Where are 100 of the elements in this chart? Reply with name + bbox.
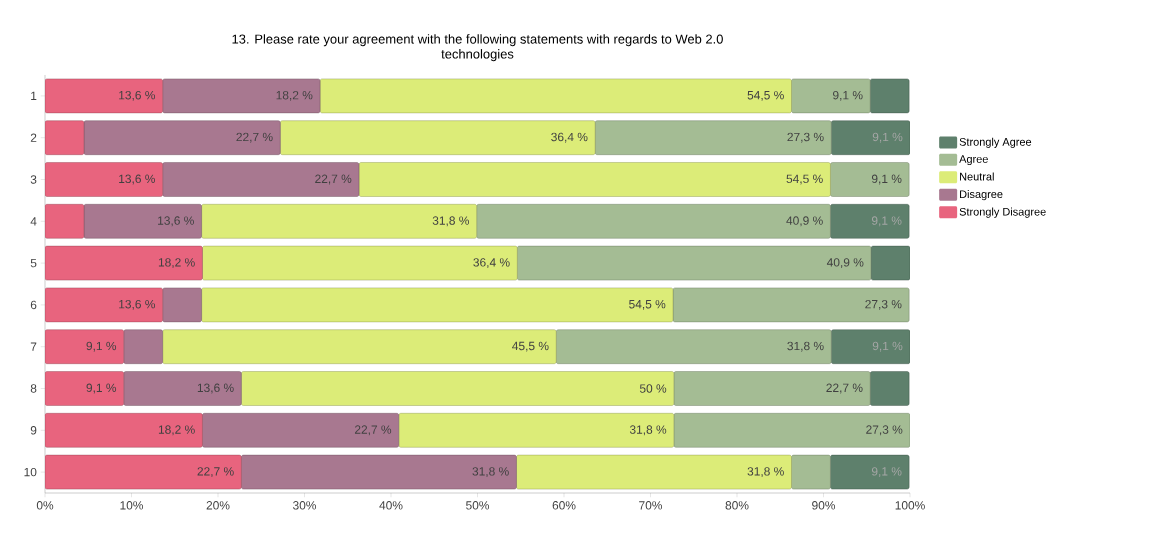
y-tick-label: 6 bbox=[30, 300, 37, 310]
bar bbox=[280, 120, 596, 155]
y-tick-label: 2 bbox=[30, 133, 37, 142]
data-label: 27,3 % bbox=[865, 299, 902, 310]
data-label: 13,6 % bbox=[119, 174, 155, 185]
bar bbox=[476, 204, 831, 239]
bar bbox=[830, 204, 910, 239]
x-tick-label: 20% bbox=[206, 501, 230, 510]
data-label: 31,8 % bbox=[787, 341, 824, 352]
bar bbox=[45, 245, 203, 281]
bar bbox=[202, 245, 518, 281]
bar bbox=[594, 120, 832, 155]
bar bbox=[398, 413, 675, 448]
data-label: 40,9 % bbox=[786, 216, 823, 227]
data-label: 31,8 % bbox=[629, 425, 667, 436]
bar bbox=[791, 78, 871, 114]
data-label: 54,5 % bbox=[747, 90, 784, 101]
bar bbox=[673, 413, 911, 448]
data-label: 54,5 % bbox=[786, 174, 823, 185]
data-label: 13,6 % bbox=[158, 216, 194, 227]
bar bbox=[830, 162, 910, 197]
bar bbox=[319, 78, 792, 114]
data-label: 18,2 % bbox=[158, 258, 195, 269]
data-label: 50 % bbox=[639, 384, 667, 393]
y-tick-label: 10 bbox=[24, 467, 37, 477]
bar bbox=[830, 454, 910, 490]
bar bbox=[45, 120, 85, 155]
x-tick-label: 30% bbox=[292, 501, 317, 510]
data-label: 22,7 % bbox=[236, 132, 273, 143]
bar bbox=[123, 329, 163, 364]
bar bbox=[162, 78, 321, 114]
y-tick-label: 5 bbox=[30, 258, 37, 268]
data-label: 18,2 % bbox=[276, 90, 313, 101]
bar bbox=[870, 371, 910, 406]
legend-label: Agree bbox=[959, 155, 988, 166]
bar bbox=[162, 329, 557, 364]
y-tick-label: 3 bbox=[30, 175, 37, 184]
data-label: 31,8 % bbox=[747, 467, 784, 478]
data-label: 36,4 % bbox=[473, 258, 510, 269]
data-label: 27,3 % bbox=[787, 132, 824, 143]
bar bbox=[162, 162, 360, 197]
data-label: 18,2 % bbox=[158, 425, 195, 436]
x-tick-label: 60% bbox=[552, 501, 576, 510]
bar bbox=[791, 454, 831, 490]
bar bbox=[870, 245, 911, 281]
bar bbox=[45, 287, 163, 323]
y-tick-label: 4 bbox=[30, 217, 37, 226]
bar bbox=[358, 162, 831, 197]
data-label: 22,7 % bbox=[354, 425, 392, 436]
bar bbox=[241, 371, 675, 406]
data-label: 9,1 % bbox=[86, 341, 117, 352]
x-tick-label: 10% bbox=[120, 501, 144, 510]
bar bbox=[673, 371, 871, 406]
data-label: 22,7 % bbox=[197, 467, 234, 478]
chart-title: 13. Please rate your agreement with the following statements with regards to Web 2.0 technologies bbox=[232, 34, 723, 62]
bar bbox=[45, 454, 242, 490]
data-label: 22,7 % bbox=[826, 383, 863, 394]
data-label: 9,1 % bbox=[833, 90, 863, 101]
bar bbox=[870, 78, 910, 114]
bar bbox=[45, 329, 124, 364]
legend-label: Strongly Disagree bbox=[959, 207, 1046, 218]
x-tick-label: 90% bbox=[812, 501, 836, 510]
legend-label: Strongly Agree bbox=[959, 137, 1032, 148]
y-tick-label: 7 bbox=[30, 342, 37, 351]
data-label: 27,3 % bbox=[866, 425, 903, 436]
legend-label: Disagree bbox=[960, 190, 1003, 201]
bar bbox=[202, 413, 399, 448]
data-label: 13,6 % bbox=[119, 299, 155, 310]
x-tick-label: 80% bbox=[725, 501, 749, 510]
bar bbox=[241, 454, 517, 490]
bar bbox=[83, 120, 281, 155]
legend-label: Neutral bbox=[960, 172, 994, 181]
bar bbox=[672, 287, 910, 323]
bar bbox=[201, 204, 477, 239]
bar bbox=[517, 245, 872, 281]
bar bbox=[45, 204, 85, 239]
data-label: 9,1 % bbox=[872, 132, 903, 143]
data-label: 9,1 % bbox=[871, 467, 902, 478]
bar bbox=[45, 371, 124, 406]
y-tick-label: 9 bbox=[30, 426, 37, 435]
bar bbox=[83, 204, 202, 239]
data-label: 45,5 % bbox=[512, 341, 549, 352]
x-tick-label: 70% bbox=[639, 501, 663, 510]
data-label: 9,1 % bbox=[871, 216, 902, 227]
data-label: 9,1 % bbox=[871, 174, 902, 185]
bar bbox=[45, 413, 203, 448]
x-tick-label: 50% bbox=[466, 501, 490, 510]
data-label: 9,1 % bbox=[86, 383, 117, 394]
bar bbox=[123, 371, 242, 406]
bar bbox=[516, 454, 792, 490]
bar bbox=[831, 120, 911, 155]
data-label: 31,8 % bbox=[472, 467, 509, 478]
data-label: 13,6 % bbox=[119, 90, 155, 101]
data-label: 31,8 % bbox=[432, 216, 469, 227]
bar bbox=[162, 287, 202, 323]
x-tick-label: 40% bbox=[379, 501, 403, 510]
x-tick-label: 100% bbox=[895, 501, 925, 510]
bar bbox=[556, 329, 832, 364]
bar bbox=[45, 162, 163, 197]
data-label: 40,9 % bbox=[826, 258, 864, 269]
